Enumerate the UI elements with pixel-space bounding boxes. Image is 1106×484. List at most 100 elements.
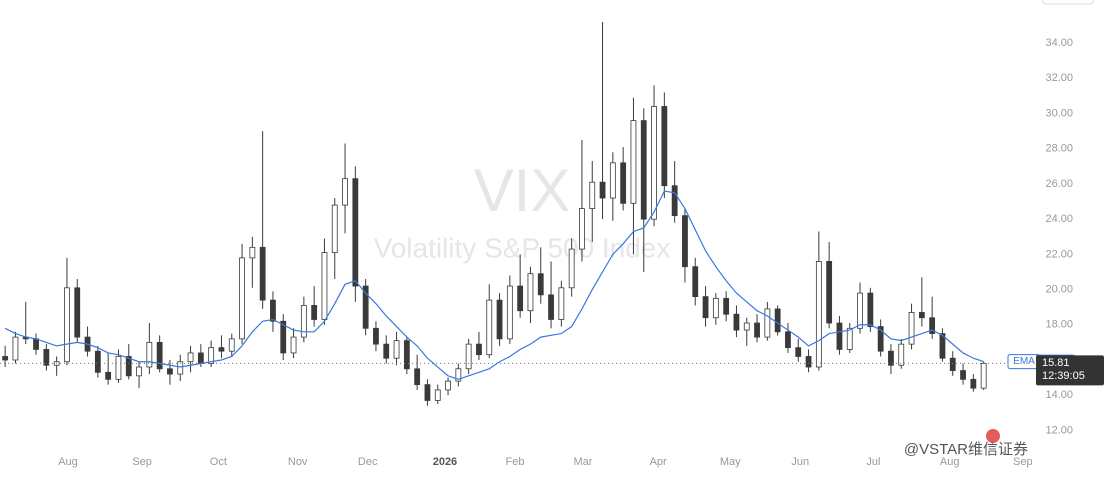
candle-body [465, 343, 472, 370]
candle-body [197, 352, 204, 364]
brand-icon [986, 429, 1000, 443]
candle-body [723, 297, 730, 315]
candle-body [249, 246, 256, 259]
x-tick-label: Sep [132, 456, 152, 468]
candle-body [640, 120, 647, 220]
candle-body [156, 341, 163, 370]
x-tick-label: Mar [574, 456, 593, 468]
candle-body [960, 370, 966, 380]
candle-body [785, 331, 791, 349]
candle-body [383, 343, 390, 359]
y-tick-label: 14.00 [1045, 389, 1073, 401]
candle-body [506, 285, 513, 340]
candle-body [651, 106, 657, 220]
y-tick-label: 32.00 [1045, 72, 1073, 84]
candle-body [434, 389, 441, 401]
candle-body [630, 120, 637, 204]
candle-body [517, 285, 524, 312]
y-tick-label: 24.00 [1045, 213, 1073, 225]
candle-body [867, 292, 874, 327]
candle-body [846, 327, 853, 350]
x-tick-label: Feb [506, 456, 525, 468]
price-badge [1036, 355, 1104, 386]
candle-body [918, 312, 925, 319]
candle-body [43, 349, 50, 366]
candle-body [826, 261, 833, 324]
candle-body [702, 296, 709, 319]
candle-body [537, 273, 544, 296]
candle-body [445, 380, 451, 391]
candle-body [815, 261, 822, 368]
candle-body [239, 257, 245, 340]
candle-body [125, 356, 132, 377]
x-tick-label: 2026 [433, 456, 457, 468]
candle-body [393, 340, 400, 359]
x-tick-label: Nov [288, 456, 308, 468]
candle-body [455, 368, 462, 382]
candle-body [115, 356, 122, 380]
candle-body [568, 248, 575, 289]
candle-body [795, 347, 802, 357]
x-tick-label: Apr [650, 456, 667, 468]
candle-body [270, 299, 276, 322]
candle-body [414, 368, 421, 386]
x-tick-label: Sep [1013, 456, 1033, 468]
candle-body [908, 312, 915, 345]
candle-body [352, 178, 359, 287]
candle-body [929, 317, 936, 334]
candle-body [321, 252, 328, 320]
y-tick-label: 34.00 [1045, 37, 1073, 49]
candle-body [774, 308, 781, 333]
candle-body [692, 266, 699, 298]
candle-body [424, 384, 431, 401]
candle-body [146, 341, 153, 368]
candle-body [888, 350, 894, 366]
candle-body [949, 357, 956, 371]
candle-body [280, 320, 287, 354]
candle-body [12, 336, 19, 361]
candle-body [970, 378, 977, 389]
candle-body [342, 178, 348, 206]
candle-body [208, 347, 215, 364]
candle-body [733, 313, 740, 331]
x-tick-label: Aug [940, 456, 960, 468]
candle-body [228, 338, 235, 352]
x-tick-label: Aug [58, 456, 78, 468]
corner-button[interactable] [1042, 0, 1094, 5]
x-tick-label: May [720, 456, 741, 468]
candle-body [187, 352, 194, 363]
candle-body [74, 287, 81, 338]
candle-body [661, 106, 668, 187]
candle-body [599, 181, 606, 199]
x-tick-label: Jul [866, 456, 880, 468]
candle-body [671, 185, 678, 217]
candle-body [167, 368, 173, 375]
y-tick-label: 12.00 [1045, 424, 1073, 436]
candle-body [743, 322, 750, 331]
x-tick-label: Jun [791, 456, 809, 468]
candle-body [620, 162, 627, 204]
candle-body [94, 350, 101, 373]
price-value: 15.81 [1042, 357, 1070, 369]
ema-name: EMA [1013, 356, 1035, 367]
candle-body [218, 347, 225, 352]
candle-body [259, 246, 266, 301]
watermark-subtitle: Volatility S&P 500 Index [374, 232, 671, 263]
candle-body [980, 362, 987, 389]
candle-body [403, 340, 410, 370]
candle-body [558, 287, 565, 320]
candle-body [857, 292, 863, 329]
candle-body [764, 308, 771, 338]
candle-body [682, 215, 688, 268]
candle-body [33, 338, 39, 350]
y-tick-label: 22.00 [1045, 248, 1073, 260]
candle-body [362, 285, 369, 329]
y-tick-label: 18.00 [1045, 319, 1073, 331]
y-tick-label: 20.00 [1045, 283, 1073, 295]
candle-body [712, 297, 719, 319]
ema-line [4, 190, 984, 380]
plot [2, 22, 987, 406]
candle-body [373, 327, 379, 345]
candle-body [589, 181, 596, 209]
